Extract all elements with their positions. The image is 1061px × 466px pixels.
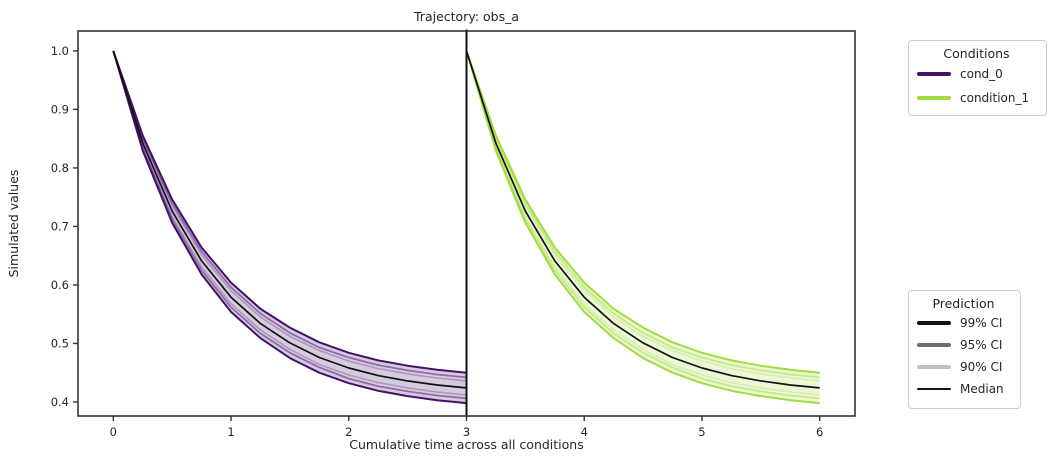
prediction-legend-item-3: Median <box>917 378 1010 400</box>
ci90-lo-line-cond_0 <box>112 50 467 396</box>
conditions-legend-swatch-0 <box>917 71 951 77</box>
prediction-legend: Prediction 99% CI 95% CI 90% CI Median <box>908 290 1021 409</box>
prediction-legend-swatch-0 <box>917 320 951 326</box>
x-tick-label: 5 <box>698 425 705 439</box>
prediction-legend-label-0: 99% CI <box>960 316 1003 330</box>
x-tick-label: 3 <box>463 425 470 439</box>
ci95-hi-line-cond_0 <box>112 50 467 379</box>
prediction-legend-item-2: 90% CI <box>917 356 1010 378</box>
conditions-legend: Conditions cond_0 condition_1 <box>908 40 1047 116</box>
x-tick-label: 4 <box>581 425 588 439</box>
y-axis-label: Simulated values <box>6 170 21 278</box>
prediction-legend-title: Prediction <box>932 296 995 311</box>
conditions-legend-item-0: cond_0 <box>917 62 1036 86</box>
ci99-hi-line-condition_1 <box>465 50 820 374</box>
x-tick-label: 6 <box>816 425 823 439</box>
prediction-legend-label-2: 90% CI <box>960 360 1003 374</box>
ci95-lo-line-condition_1 <box>465 50 820 400</box>
prediction-legend-items: 99% CI 95% CI 90% CI Median <box>917 312 1010 400</box>
ci99-hi-line-cond_0 <box>112 50 467 374</box>
ci99-lo-line-condition_1 <box>465 50 820 405</box>
y-tick-label: 0.9 <box>51 102 69 116</box>
x-tick-label: 0 <box>110 425 117 439</box>
prediction-legend-swatch-1 <box>917 342 951 348</box>
median-line-cond_0 <box>112 50 467 389</box>
y-tick-label: 0.7 <box>51 219 69 233</box>
conditions-legend-swatch-1 <box>917 95 951 101</box>
ci90-hi-line-cond_0 <box>112 50 467 382</box>
conditions-legend-label-1: condition_1 <box>960 91 1030 105</box>
prediction-legend-swatch-3 <box>917 388 951 390</box>
prediction-legend-item-1: 95% CI <box>917 334 1010 356</box>
ci90-hi-line-condition_1 <box>465 50 820 382</box>
conditions-legend-title: Conditions <box>943 46 1010 61</box>
x-axis-label: Cumulative time across all conditions <box>349 437 583 452</box>
conditions-legend-items: cond_0 condition_1 <box>917 62 1036 110</box>
y-tick-label: 0.4 <box>51 395 69 409</box>
conditions-legend-item-1: condition_1 <box>917 86 1036 110</box>
conditions-legend-label-0: cond_0 <box>960 67 1003 81</box>
plot-title: Trajectory: obs_a <box>413 9 519 24</box>
ci99-band-condition_1 <box>466 50 820 404</box>
ci95-lo-line-cond_0 <box>112 50 467 400</box>
ci90-lo-line-condition_1 <box>465 50 820 396</box>
median-line-condition_1 <box>465 50 820 389</box>
y-tick-label: 1.0 <box>51 44 69 58</box>
x-tick-label: 1 <box>227 425 234 439</box>
prediction-legend-label-1: 95% CI <box>960 338 1003 352</box>
ci99-band-cond_0 <box>113 50 467 404</box>
ci95-hi-line-condition_1 <box>465 50 820 379</box>
y-tick-label: 0.6 <box>51 278 69 292</box>
prediction-legend-item-0: 99% CI <box>917 312 1010 334</box>
prediction-legend-label-3: Median <box>960 382 1004 396</box>
prediction-legend-swatch-2 <box>917 364 951 370</box>
x-tick-label: 2 <box>345 425 352 439</box>
ci99-lo-line-cond_0 <box>112 50 467 405</box>
y-tick-label: 0.5 <box>51 336 69 350</box>
y-tick-label: 0.8 <box>51 161 69 175</box>
